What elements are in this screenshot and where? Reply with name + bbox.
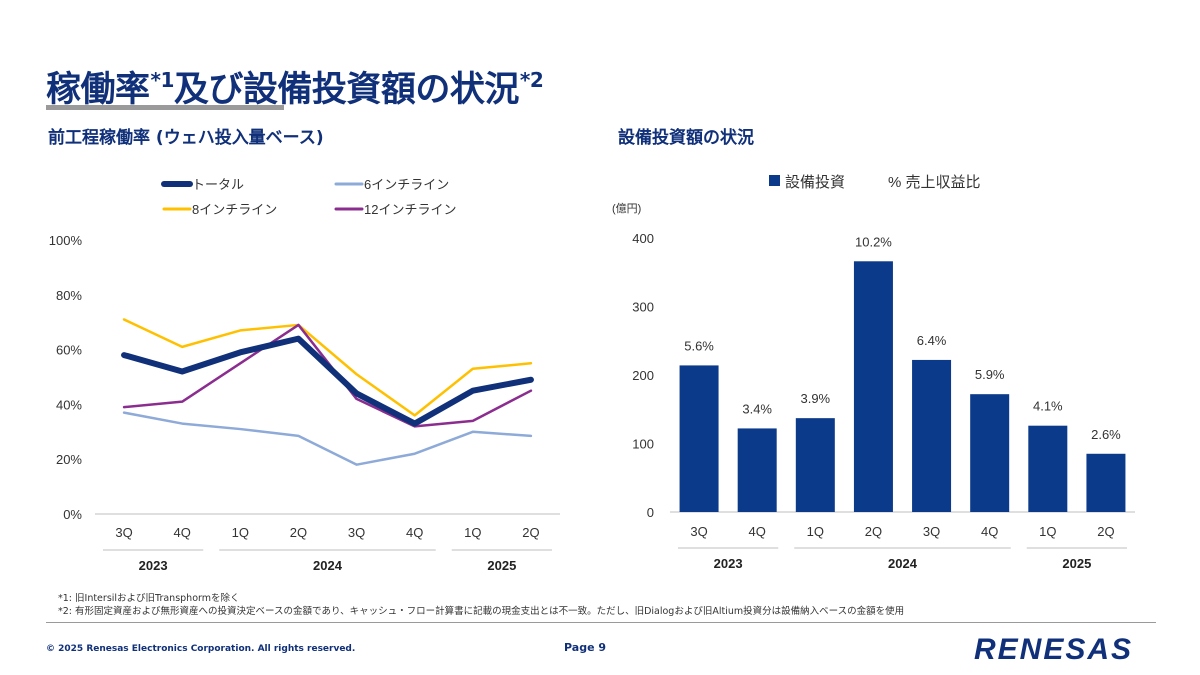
legend-label: トータル	[192, 177, 244, 192]
line-chart-title: 前工程稼働率 (ウェハ投入量ベース)	[48, 128, 324, 148]
bar-data-label: 5.9%	[975, 367, 1005, 382]
x-tick-label: 1Q	[807, 524, 824, 539]
x-tick-label: 2Q	[1097, 524, 1114, 539]
footnote-2: *2: 有形固定資産および無形資産への投資決定ベースの金額であり、キャッシュ・フ…	[58, 606, 905, 617]
y-tick-label: 0%	[63, 507, 82, 522]
y-tick-label: 300	[632, 300, 654, 315]
y-tick-label: 40%	[56, 397, 82, 412]
bar-data-label: 5.6%	[684, 338, 714, 353]
legend-label: 設備投資	[785, 174, 845, 191]
x-tick-label: 2Q	[522, 525, 539, 540]
y-tick-label: 80%	[56, 288, 82, 303]
bar	[1086, 453, 1126, 512]
x-tick-label: 1Q	[232, 525, 249, 540]
bar-data-label: 2.6%	[1091, 427, 1121, 442]
bar-data-label: 10.2%	[855, 234, 892, 249]
bar	[795, 418, 835, 512]
copyright-text: © 2025 Renesas Electronics Corporation. …	[46, 644, 356, 654]
y-tick-label: 100	[632, 437, 654, 452]
x-tick-label: 3Q	[690, 524, 707, 539]
x-tick-label: 1Q	[464, 525, 481, 540]
footnote-1: *1: 旧Intersilおよび旧Transphormを除く	[58, 593, 240, 604]
year-group-label: 2025	[487, 558, 516, 573]
x-tick-label: 4Q	[406, 525, 423, 540]
bar	[912, 359, 952, 512]
series-line	[122, 318, 533, 417]
x-tick-label: 1Q	[1039, 524, 1056, 539]
bar-data-label: 3.9%	[800, 391, 830, 406]
page-number: Page 9	[564, 641, 607, 654]
legend-label: % 売上収益比	[888, 174, 981, 191]
bar	[679, 365, 719, 512]
x-tick-label: 4Q	[174, 525, 191, 540]
year-group-label: 2024	[313, 558, 343, 573]
y-tick-label: 0	[647, 505, 654, 520]
series-line	[122, 411, 533, 466]
x-tick-label: 2Q	[290, 525, 307, 540]
svg-text:RENESAS: RENESAS	[974, 633, 1133, 666]
x-tick-label: 4Q	[981, 524, 998, 539]
y-tick-label: 400	[632, 231, 654, 246]
x-tick-label: 2Q	[865, 524, 882, 539]
year-group-label: 2023	[139, 558, 168, 573]
unit-label: (億円)	[612, 202, 641, 215]
year-group-label: 2024	[888, 556, 918, 571]
bar-chart-title: 設備投資額の状況	[618, 128, 754, 148]
y-tick-label: 60%	[56, 343, 82, 358]
legend-label: 8インチライン	[192, 202, 277, 217]
bar	[970, 394, 1010, 512]
series-line	[121, 335, 534, 427]
year-group-label: 2025	[1062, 556, 1091, 571]
x-tick-label: 3Q	[115, 525, 132, 540]
y-tick-label: 20%	[56, 452, 82, 467]
bar-data-label: 6.4%	[917, 333, 947, 348]
legend-label: 6インチライン	[364, 177, 449, 192]
x-tick-label: 3Q	[348, 525, 365, 540]
renesas-logo: RENESAS	[974, 633, 1133, 666]
legend-label: 12インチライン	[364, 202, 456, 217]
x-tick-label: 4Q	[749, 524, 766, 539]
y-tick-label: 100%	[49, 233, 83, 248]
bar	[737, 428, 777, 512]
bar	[853, 261, 893, 512]
footer-divider	[46, 622, 1156, 623]
bar-data-label: 4.1%	[1033, 399, 1063, 414]
legend-swatch	[769, 175, 780, 186]
bar	[1028, 425, 1068, 512]
x-tick-label: 3Q	[923, 524, 940, 539]
y-tick-label: 200	[632, 368, 654, 383]
title-underline	[46, 105, 284, 110]
year-group-label: 2023	[714, 556, 743, 571]
bar-data-label: 3.4%	[742, 401, 772, 416]
footnotes: *1: 旧Intersilおよび旧Transphormを除く *2: 有形固定資…	[58, 592, 904, 618]
page-title: 稼働率*1及び設備投資額の状況*2	[46, 68, 544, 110]
